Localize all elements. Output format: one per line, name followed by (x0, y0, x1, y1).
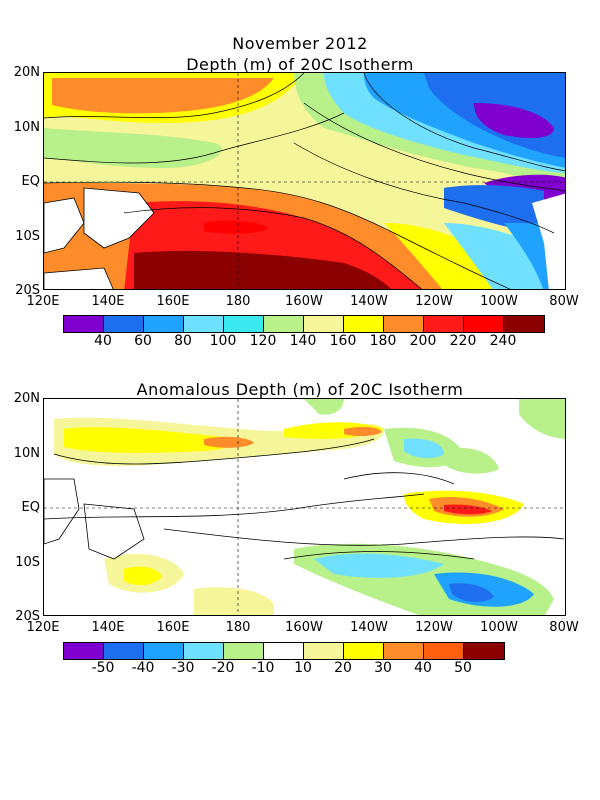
colorbar-label: 40 (94, 333, 112, 349)
lon2-label-140w: 140W (350, 620, 388, 635)
colorbar-swatch (304, 316, 344, 332)
anomaly-field (44, 399, 565, 615)
colorbar-swatch (464, 316, 504, 332)
colorbar-label: 240 (489, 333, 517, 349)
colorbar-swatch (344, 316, 384, 332)
lon2-label-100w: 100W (480, 620, 518, 635)
lon2-label-80w: 80W (549, 620, 579, 635)
colorbar-label: 100 (209, 333, 237, 349)
lat2-label-10s: 10S (15, 555, 40, 570)
lon-label-120e: 120E (26, 294, 60, 309)
depth-colorbar (63, 315, 545, 333)
lon2-label-140e: 140E (91, 620, 125, 635)
colorbar-swatch (504, 316, 544, 332)
colorbar-label: 160 (329, 333, 357, 349)
lat2-label-eq: EQ (21, 500, 40, 515)
panel2-title: Anomalous Depth (m) of 20C Isotherm (136, 380, 464, 399)
depth-field (44, 73, 565, 289)
lat-label-20n: 20N (13, 65, 40, 80)
anomaly-map (43, 398, 566, 616)
colorbar-label: 200 (409, 333, 437, 349)
colorbar-swatch (264, 316, 304, 332)
lat-label-eq: EQ (21, 174, 40, 189)
colorbar-label: 50 (454, 660, 472, 676)
colorbar-swatch (104, 316, 144, 332)
colorbar-label: 40 (414, 660, 432, 676)
colorbar-swatch (64, 316, 104, 332)
colorbar-label: 180 (369, 333, 397, 349)
lat-label-10n: 10N (13, 120, 40, 135)
lon-label-80w: 80W (549, 294, 579, 309)
anomaly-colorbar (63, 642, 505, 660)
panel1-title: Depth (m) of 20C Isotherm (186, 55, 414, 74)
depth-map (43, 72, 566, 290)
lon-label-180: 180 (225, 294, 251, 309)
lon2-label-180: 180 (225, 620, 251, 635)
lon-label-120w: 120W (415, 294, 453, 309)
colorbar-swatch (64, 643, 104, 659)
colorbar-label: -10 (251, 660, 275, 676)
colorbar-label: 20 (334, 660, 352, 676)
colorbar-label: 220 (449, 333, 477, 349)
colorbar-swatch (424, 643, 464, 659)
colorbar-label: -50 (91, 660, 115, 676)
lon-label-140e: 140E (91, 294, 125, 309)
lat-label-20s: 20S (15, 283, 40, 298)
colorbar-swatch (224, 643, 264, 659)
lon2-label-120e: 120E (26, 620, 60, 635)
lat2-label-20n: 20N (13, 391, 40, 406)
colorbar-swatch (384, 316, 424, 332)
colorbar-swatch (184, 316, 224, 332)
colorbar-label: 60 (134, 333, 152, 349)
lon-label-140w: 140W (350, 294, 388, 309)
colorbar-swatch (344, 643, 384, 659)
lon-label-160e: 160E (156, 294, 190, 309)
colorbar-swatch (144, 643, 184, 659)
colorbar-label: -40 (131, 660, 155, 676)
lon-label-160w: 160W (285, 294, 323, 309)
colorbar-swatch (424, 316, 464, 332)
colorbar-swatch (384, 643, 424, 659)
lat-label-10s: 10S (15, 229, 40, 244)
colorbar-label: -30 (171, 660, 195, 676)
colorbar-swatch (304, 643, 344, 659)
lat2-label-20s: 20S (15, 609, 40, 624)
lon2-label-160w: 160W (285, 620, 323, 635)
colorbar-label: 140 (289, 333, 317, 349)
colorbar-swatch (144, 316, 184, 332)
colorbar-swatch (464, 643, 504, 659)
lon2-label-160e: 160E (156, 620, 190, 635)
lon2-label-120w: 120W (415, 620, 453, 635)
colorbar-label: 120 (249, 333, 277, 349)
figure-title: November 2012 (232, 34, 368, 53)
colorbar-label: 80 (174, 333, 192, 349)
colorbar-swatch (224, 316, 264, 332)
colorbar-label: -20 (211, 660, 235, 676)
lon-label-100w: 100W (480, 294, 518, 309)
colorbar-label: 10 (294, 660, 312, 676)
colorbar-swatch (264, 643, 304, 659)
colorbar-swatch (104, 643, 144, 659)
lat2-label-10n: 10N (13, 446, 40, 461)
colorbar-label: 30 (374, 660, 392, 676)
colorbar-swatch (184, 643, 224, 659)
